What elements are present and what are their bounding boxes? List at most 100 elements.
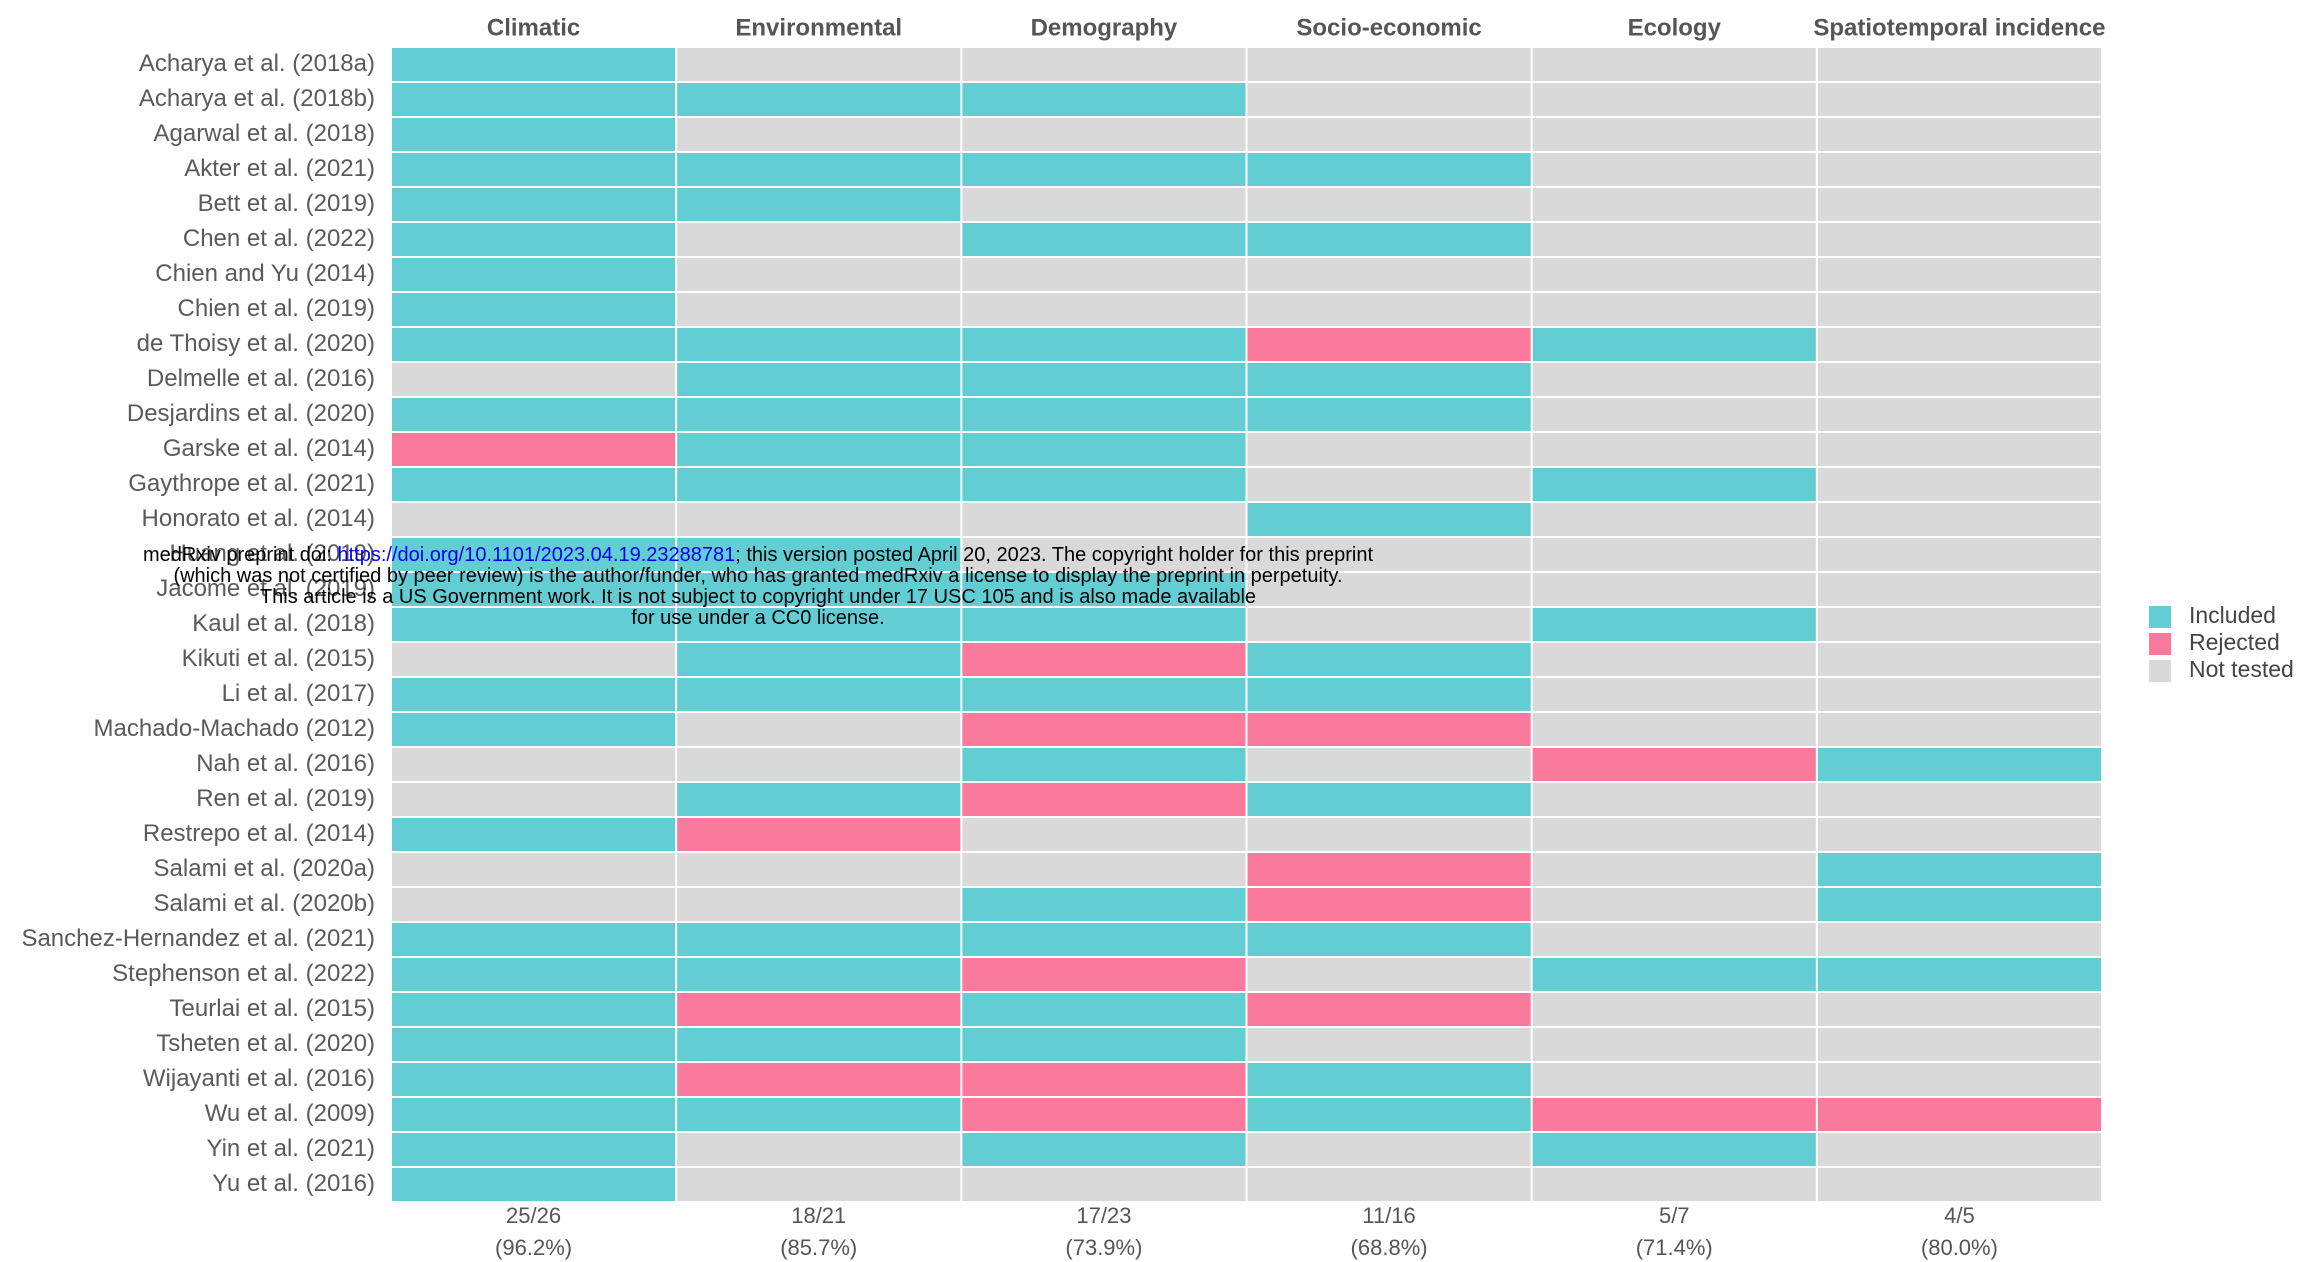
cell — [392, 1133, 676, 1166]
cell — [962, 1168, 1246, 1201]
cell — [1817, 993, 2101, 1026]
row-label: Machado-Machado (2012) — [94, 715, 376, 742]
cell — [677, 608, 961, 641]
column-header: Ecology — [1628, 14, 1722, 41]
cell — [1532, 853, 1816, 886]
cell — [1817, 118, 2101, 151]
cell — [677, 398, 961, 431]
cell — [1532, 398, 1816, 431]
notice-line: This article is a US Government work. It… — [259, 586, 1257, 608]
cell — [392, 608, 676, 641]
cell — [1247, 363, 1531, 396]
cell — [1532, 118, 1816, 151]
cell — [392, 1063, 676, 1096]
cell — [962, 258, 1246, 291]
row-label: Nah et al. (2016) — [196, 750, 375, 777]
cell — [1532, 83, 1816, 116]
cell — [962, 923, 1246, 956]
cell — [1532, 363, 1816, 396]
row-label: Ren et al. (2019) — [196, 785, 375, 812]
cell — [1247, 328, 1531, 361]
cell — [962, 363, 1246, 396]
cell — [962, 853, 1246, 886]
cell — [962, 748, 1246, 781]
cell — [392, 923, 676, 956]
cell — [962, 83, 1246, 116]
cell — [1817, 783, 2101, 816]
cell — [1817, 258, 2101, 291]
cell — [677, 713, 961, 746]
legend-swatch — [2149, 660, 2171, 682]
cell — [1247, 923, 1531, 956]
cell — [392, 1168, 676, 1201]
cell — [392, 573, 676, 606]
cell — [1247, 538, 1531, 571]
cell — [677, 363, 961, 396]
cell — [677, 573, 961, 606]
cell — [392, 433, 676, 466]
cell — [1247, 468, 1531, 501]
cell — [1247, 48, 1531, 81]
cell — [392, 48, 676, 81]
cell — [962, 48, 1246, 81]
cell — [1532, 153, 1816, 186]
cell — [962, 468, 1246, 501]
cell — [962, 223, 1246, 256]
cell — [1247, 433, 1531, 466]
cell — [1532, 923, 1816, 956]
cell — [1247, 678, 1531, 711]
column-percent: (68.8%) — [1351, 1235, 1428, 1260]
cell — [1247, 713, 1531, 746]
cell — [1817, 608, 2101, 641]
cell — [392, 678, 676, 711]
legend-label: Included — [2189, 602, 2276, 628]
cell — [677, 48, 961, 81]
row-label: Huang et al. (2019) — [170, 540, 375, 567]
cell — [962, 293, 1246, 326]
cell — [962, 608, 1246, 641]
row-label: Chien and Yu (2014) — [155, 260, 375, 287]
cell — [392, 713, 676, 746]
doi-link[interactable]: https://doi.org/10.1101/2023.04.19.23288… — [337, 544, 736, 566]
row-label: Honorato et al. (2014) — [142, 505, 375, 532]
cell — [1817, 1028, 2101, 1061]
cell — [677, 223, 961, 256]
cell — [1817, 48, 2101, 81]
cell — [1532, 258, 1816, 291]
cell — [1247, 83, 1531, 116]
cell — [1817, 83, 2101, 116]
cell — [392, 83, 676, 116]
cell — [1817, 223, 2101, 256]
cell — [1532, 538, 1816, 571]
cell — [1247, 993, 1531, 1026]
cell — [392, 118, 676, 151]
cell — [1532, 748, 1816, 781]
cell — [1532, 48, 1816, 81]
column-percent: (80.0%) — [1921, 1235, 1998, 1260]
column-percent: (71.4%) — [1636, 1235, 1713, 1260]
cell — [677, 1028, 961, 1061]
cell — [1817, 363, 2101, 396]
cell — [1817, 888, 2101, 921]
cell — [392, 1028, 676, 1061]
row-label: Kaul et al. (2018) — [192, 610, 375, 637]
cell — [677, 958, 961, 991]
cell — [1247, 888, 1531, 921]
cell — [392, 153, 676, 186]
column-percent: (96.2%) — [495, 1235, 572, 1260]
row-label: Bett et al. (2019) — [198, 190, 375, 217]
column-total: 18/21 — [791, 1203, 846, 1228]
row-label: Wijayanti et al. (2016) — [143, 1065, 375, 1092]
preprint-notice: medRxiv preprint doi: https://doi.org/10… — [0, 545, 1516, 629]
row-label: Sanchez-Hernandez et al. (2021) — [21, 925, 375, 952]
column-total: 4/5 — [1944, 1203, 1975, 1228]
cell — [1532, 328, 1816, 361]
column-total: 5/7 — [1659, 1203, 1690, 1228]
cell — [1817, 958, 2101, 991]
column-header: Demography — [1031, 14, 1178, 41]
row-label: Chien et al. (2019) — [178, 295, 375, 322]
cell — [1247, 608, 1531, 641]
cell — [962, 573, 1246, 606]
